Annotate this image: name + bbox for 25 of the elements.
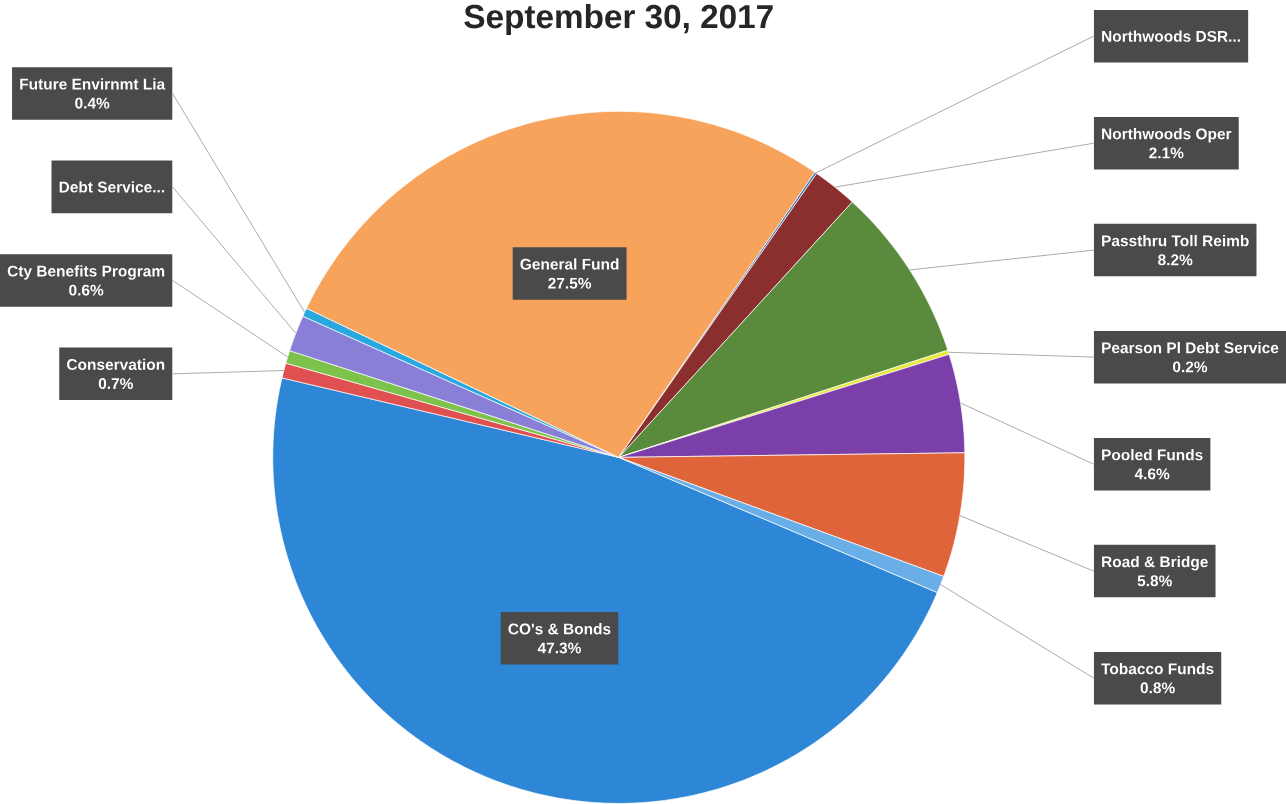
data-label: 0.6% bbox=[69, 284, 104, 296]
slice-label: Tobacco Funds bbox=[1101, 663, 1214, 675]
data-label: 47.3% bbox=[537, 642, 581, 654]
data-label: 27.5% bbox=[548, 277, 592, 289]
slice-label: General Fund bbox=[520, 258, 619, 270]
slice-label: Northwoods Oper bbox=[1102, 128, 1232, 143]
slice-label: Future Envirnmt Lia bbox=[20, 78, 166, 90]
data-label: 0.4% bbox=[75, 97, 110, 109]
data-label: 8.2% bbox=[1158, 254, 1193, 266]
slice-label: Road & Bridge bbox=[1102, 556, 1208, 571]
data-label: 0.8% bbox=[1140, 682, 1175, 694]
slice-label: Debt Service... bbox=[59, 181, 165, 193]
slice-label: Pearson Pl Debt Service bbox=[1102, 342, 1279, 354]
slice-label: Northwoods DSR... bbox=[1102, 30, 1240, 42]
data-label: 5.8% bbox=[1137, 575, 1172, 587]
chart-title: September 30, 2017 bbox=[464, 4, 773, 36]
data-label: 2.1% bbox=[1149, 147, 1184, 159]
slice-label: Pooled Funds bbox=[1102, 449, 1203, 461]
slice-label: Cty Benefits Program bbox=[7, 265, 165, 280]
data-label: 4.6% bbox=[1134, 468, 1170, 480]
slice-label: Conservation bbox=[67, 358, 165, 371]
slice-label: CO's & Bonds bbox=[508, 623, 611, 635]
data-label: 0.7% bbox=[98, 378, 133, 390]
data-label: 0.2% bbox=[1172, 361, 1208, 373]
slice-label: Passthru Toll Reimb bbox=[1102, 235, 1249, 247]
